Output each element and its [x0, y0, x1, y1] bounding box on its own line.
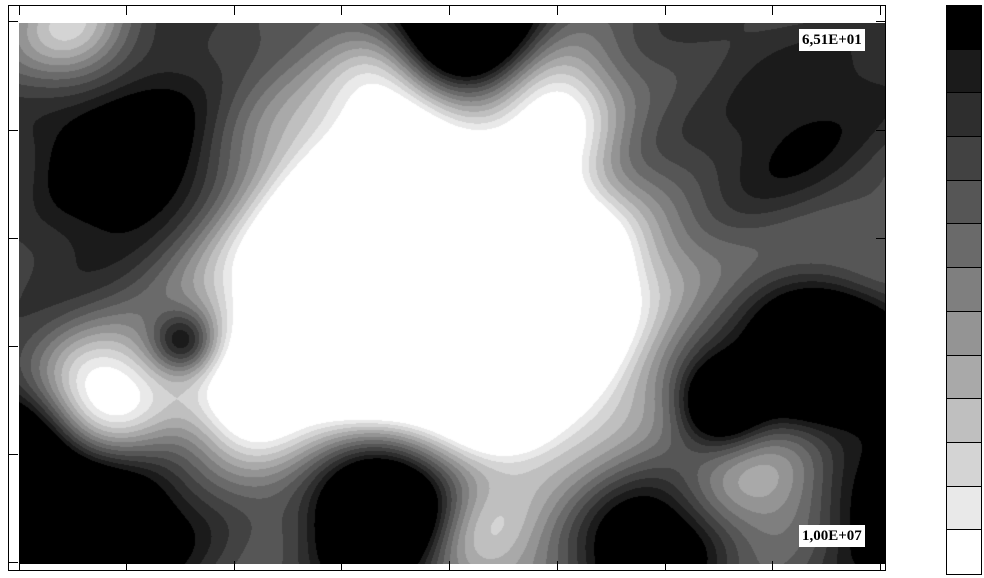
- y-axis-tick: [876, 21, 886, 22]
- y-axis-tick: [8, 238, 18, 239]
- x-axis-tick: [880, 5, 881, 15]
- colorbar-swatch: [947, 311, 981, 356]
- colorbar-swatch: [947, 442, 981, 487]
- colorbar-swatch: [947, 268, 981, 312]
- x-axis-tick: [19, 561, 20, 571]
- colorbar-swatch: [947, 530, 981, 574]
- y-axis-tick: [8, 346, 18, 347]
- max-value-label: 6,51E+01: [799, 29, 865, 51]
- colorbar-swatch: [947, 93, 981, 138]
- y-axis-tick: [8, 130, 18, 131]
- colorbar-swatch: [947, 49, 981, 94]
- colorbar-swatch: [947, 224, 981, 269]
- y-axis-tick: [8, 21, 18, 22]
- x-axis-tick: [449, 561, 450, 571]
- x-axis-tick: [19, 5, 20, 15]
- x-axis-tick: [665, 5, 666, 15]
- y-axis-tick: [876, 346, 886, 347]
- colorbar-swatch: [947, 399, 981, 443]
- colorbar-swatch: [947, 6, 981, 50]
- colorbar-swatch: [947, 180, 981, 225]
- x-axis-tick: [126, 5, 127, 15]
- colorbar-swatch: [947, 137, 981, 181]
- x-axis-tick: [557, 561, 558, 571]
- y-axis-tick: [876, 130, 886, 131]
- y-axis-tick: [8, 562, 18, 563]
- x-axis-tick: [665, 561, 666, 571]
- x-axis-tick: [234, 561, 235, 571]
- x-axis-tick: [234, 5, 235, 15]
- x-axis-tick: [772, 5, 773, 15]
- y-axis-tick: [876, 454, 886, 455]
- contour-field: [19, 23, 885, 564]
- colorbar-legend: [946, 5, 982, 575]
- x-axis-tick: [880, 561, 881, 571]
- x-axis-tick: [126, 561, 127, 571]
- x-axis-tick: [341, 561, 342, 571]
- colorbar-swatch: [947, 355, 981, 400]
- x-axis-tick: [772, 561, 773, 571]
- x-axis-tick: [341, 5, 342, 15]
- plot-area: 6,51E+01 1,00E+07: [8, 5, 886, 571]
- x-axis-tick: [557, 5, 558, 15]
- y-axis-tick: [876, 562, 886, 563]
- min-value-label: 1,00E+07: [799, 525, 865, 547]
- y-axis-tick: [8, 454, 18, 455]
- colorbar-swatch: [947, 486, 981, 531]
- x-axis-tick: [449, 5, 450, 15]
- y-axis-tick: [876, 238, 886, 239]
